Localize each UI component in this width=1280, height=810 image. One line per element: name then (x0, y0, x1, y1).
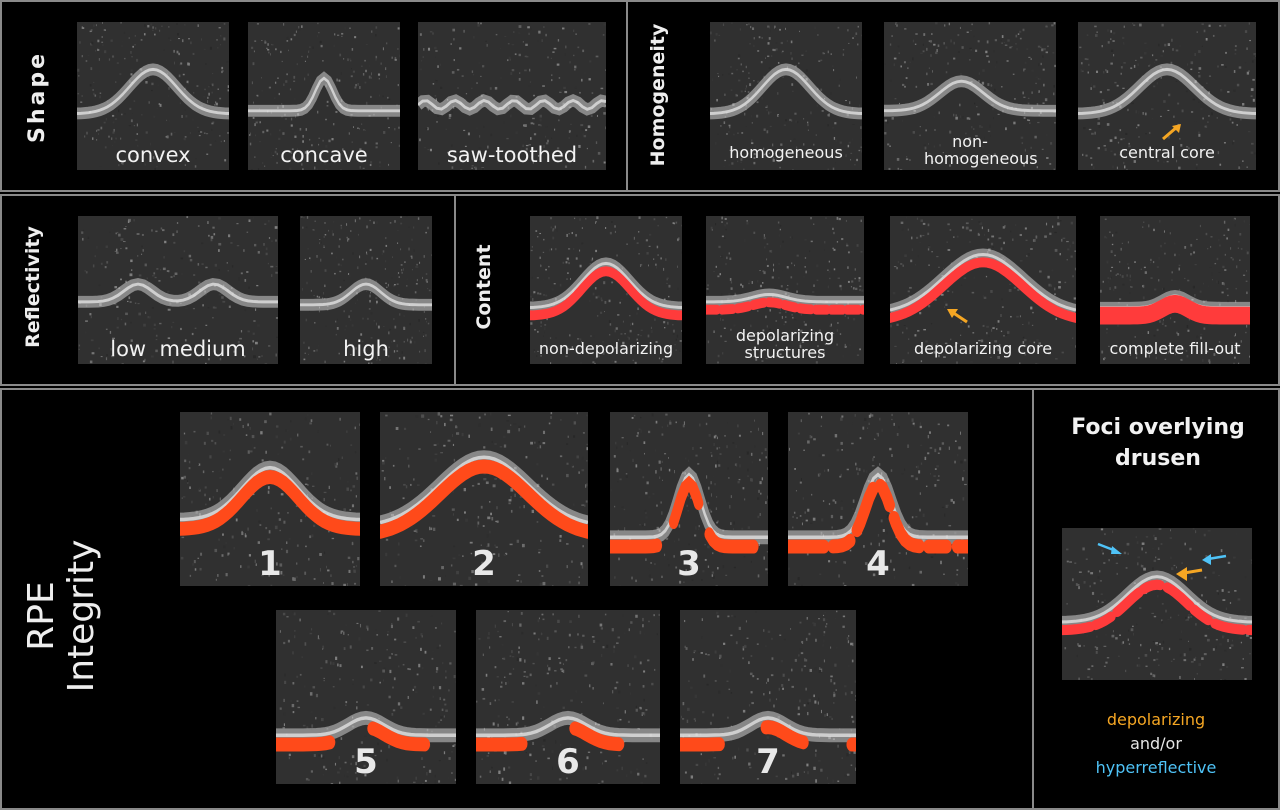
oct-scan (710, 22, 862, 170)
foci-title: Foci overlying drusen (1071, 415, 1245, 471)
tile-caption: complete fill-out (1109, 339, 1241, 359)
rpe-tile-4: 4 (788, 412, 968, 586)
oct-scan (884, 22, 1056, 170)
oct-scan (788, 412, 968, 586)
rpe-title-line1: RPE (21, 581, 62, 651)
rpe-number: 1 (258, 544, 282, 584)
blue-arrow-icon (1097, 542, 1122, 554)
blue-arrow-icon (1202, 554, 1227, 565)
oct-scan (610, 412, 768, 586)
rpe-number: 4 (866, 544, 890, 584)
oct-scan (276, 610, 456, 784)
foci-legend: depolarizing and/or hyperreflective (1034, 708, 1278, 780)
reflectivity-tile-low-medium: low medium (78, 216, 278, 364)
content-tile-complete-fill-out: complete fill-out (1100, 216, 1250, 364)
shape-tile-saw-toothed: saw-toothed (418, 22, 606, 170)
oct-scan (180, 412, 360, 586)
tile-caption: concave (280, 142, 368, 167)
content-title: Content (473, 244, 495, 330)
rpe-tile-5: 5 (276, 610, 456, 784)
shape-title: Shape (25, 50, 50, 144)
orange-arrow-icon (1162, 124, 1181, 141)
oct-scan (1062, 528, 1252, 680)
rpe-tile-3: 3 (610, 412, 768, 586)
oct-scan (78, 216, 278, 364)
content-tile-depolarizing-structures: depolarizing structures (706, 216, 864, 364)
homogeneity-tile-central-core: central core (1078, 22, 1256, 170)
rpe-tile-1: 1 (180, 412, 360, 586)
tile-caption: saw-toothed (446, 142, 578, 167)
shape-tile-convex: convex (77, 22, 229, 170)
legend-hyperreflective: hyperreflective (1095, 758, 1217, 777)
tile-caption: convex (115, 142, 191, 167)
oct-scan (680, 610, 856, 784)
oct-scan (248, 22, 400, 170)
oct-scan (530, 216, 682, 364)
tile-caption: depolarizing core (913, 339, 1053, 359)
homogeneity-tile-non-homogeneous: non-homogeneous (884, 22, 1056, 170)
oct-scan (476, 610, 660, 784)
tile-caption: depolarizing structures (735, 326, 835, 363)
rpe-tile-6: 6 (476, 610, 660, 784)
orange-arrow-icon (947, 309, 968, 324)
rpe-number: 2 (472, 544, 496, 584)
oct-scan (1078, 22, 1256, 170)
oct-scan (77, 22, 229, 170)
orange-arrow-icon (1176, 567, 1203, 581)
reflectivity-tile-high: high (300, 216, 432, 364)
reflectivity-title: Reflectivity (22, 226, 44, 348)
oct-scan (1100, 216, 1250, 364)
oct-scan (418, 22, 606, 170)
content-tile-depolarizing-core: depolarizing core (890, 216, 1076, 364)
tile-caption: low medium (110, 336, 246, 361)
tile-caption: non-homogeneous (924, 132, 1038, 169)
oct-scan (300, 216, 432, 364)
rpe-title-line2: Integrity (61, 539, 102, 693)
rpe-number: 7 (756, 742, 780, 782)
rpe-title: RPE Integrity (21, 496, 102, 736)
legend-and-or: and/or (1130, 734, 1182, 753)
shape-tile-concave: concave (248, 22, 400, 170)
rpe-tile-7: 7 (680, 610, 856, 784)
rpe-number: 5 (354, 742, 378, 782)
rpe-tile-2: 2 (380, 412, 588, 586)
legend-depolarizing: depolarizing (1106, 710, 1206, 729)
tile-caption: high (343, 336, 389, 361)
tile-caption: central core (1119, 143, 1215, 163)
homogeneity-title: Homogeneity (647, 23, 669, 167)
oct-scan (890, 216, 1076, 364)
foci-tile (1062, 528, 1252, 680)
rpe-number: 6 (556, 742, 580, 782)
tile-caption: homogeneous (729, 143, 843, 163)
tile-caption: non-depolarizing (538, 339, 674, 359)
rpe-number: 3 (677, 544, 701, 584)
oct-scan (380, 412, 588, 586)
content-tile-non-depolarizing: non-depolarizing (530, 216, 682, 364)
oct-scan (706, 216, 864, 364)
homogeneity-tile-homogeneous: homogeneous (710, 22, 862, 170)
